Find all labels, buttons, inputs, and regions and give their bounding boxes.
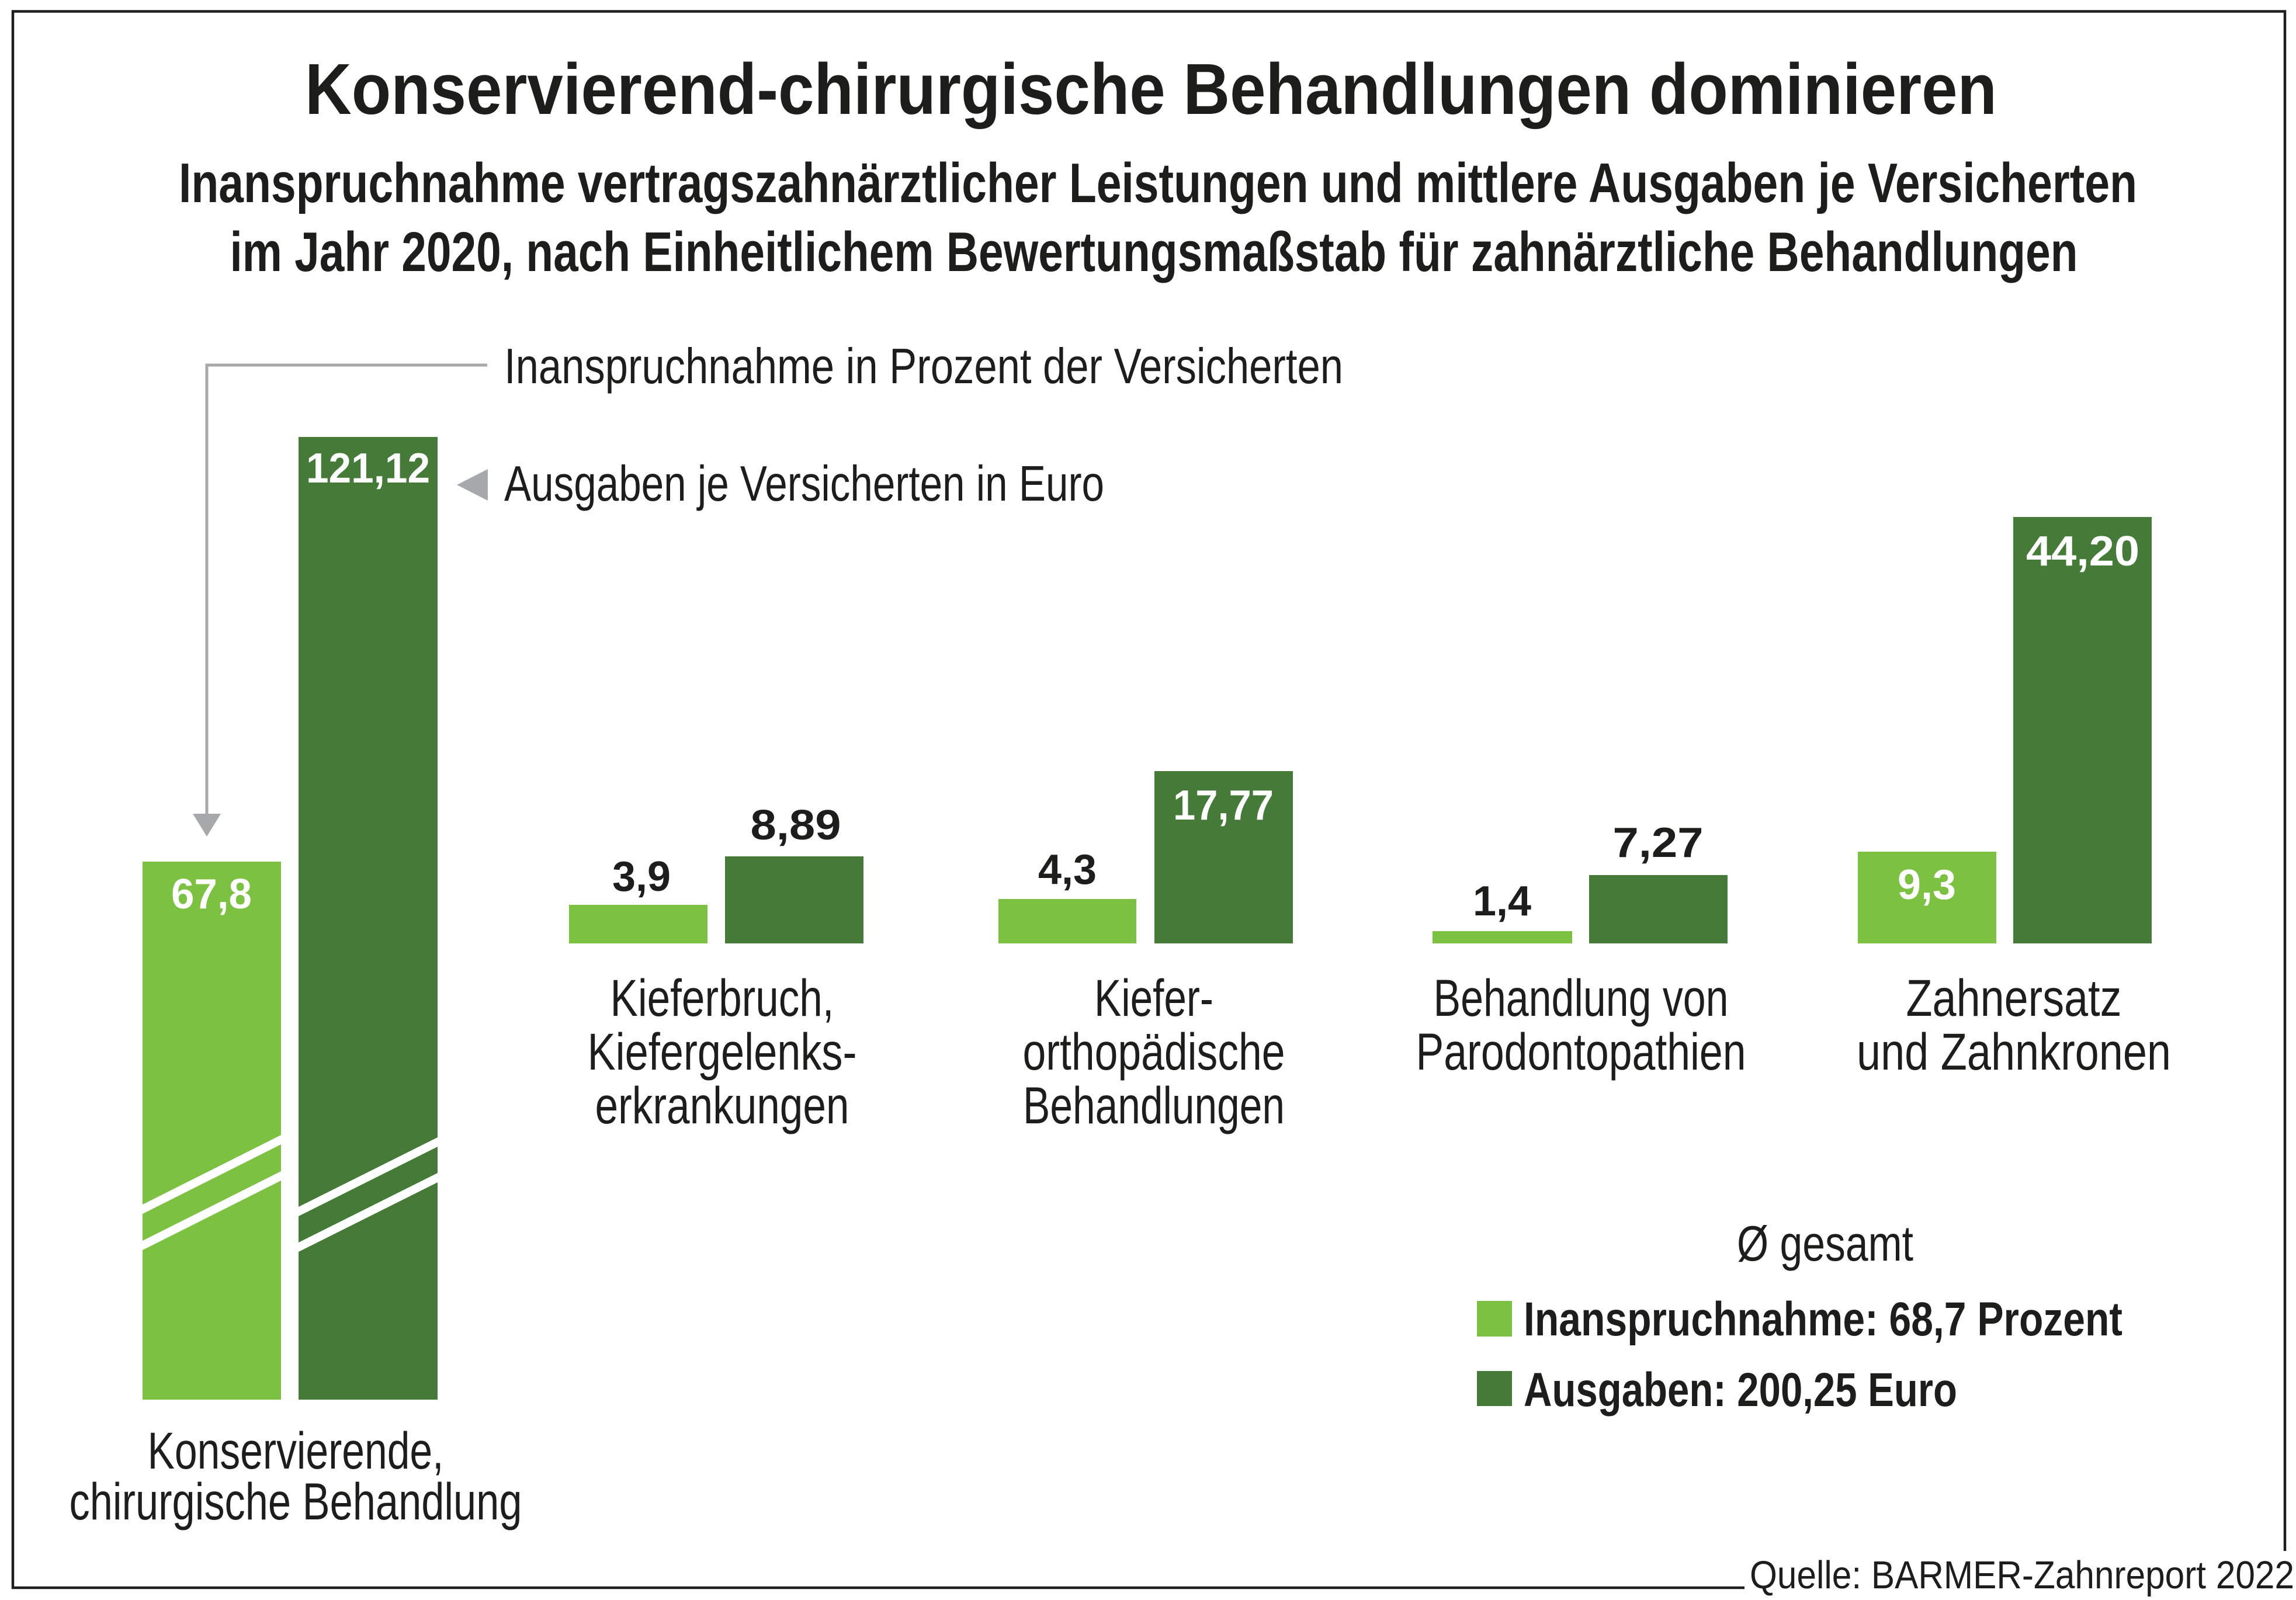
svg-text:Quelle: BARMER-Zahnreport 2022: Quelle: BARMER-Zahnreport 2022 — [1750, 1553, 2294, 1597]
svg-text:Inanspruchnahme in Prozent der: Inanspruchnahme in Prozent der Versicher… — [504, 339, 1343, 394]
svg-text:Kieferbruch,: Kieferbruch, — [611, 969, 834, 1027]
svg-text:121,12: 121,12 — [306, 445, 430, 492]
svg-text:Ø gesamt: Ø gesamt — [1737, 1216, 1913, 1272]
svg-text:17,77: 17,77 — [1173, 782, 1274, 829]
svg-text:Zahnersatz: Zahnersatz — [1906, 969, 2122, 1027]
svg-text:8,89: 8,89 — [751, 802, 841, 849]
svg-text:7,27: 7,27 — [1613, 820, 1704, 866]
svg-text:Ausgaben je Versicherten in Eu: Ausgaben je Versicherten in Euro — [504, 456, 1104, 512]
svg-text:Behandlungen: Behandlungen — [1023, 1076, 1285, 1134]
svg-text:Kiefer-: Kiefer- — [1094, 969, 1213, 1027]
svg-text:3,9: 3,9 — [612, 853, 671, 900]
svg-text:chirurgische Behandlung: chirurgische Behandlung — [70, 1472, 522, 1530]
svg-text:Konservierende,: Konservierende, — [148, 1421, 444, 1480]
svg-text:9,3: 9,3 — [1898, 862, 1956, 908]
svg-text:und Zahnkronen: und Zahnkronen — [1857, 1022, 2171, 1081]
svg-text:67,8: 67,8 — [171, 871, 252, 918]
svg-text:44,20: 44,20 — [2026, 528, 2139, 575]
svg-text:Kiefergelenks-: Kiefergelenks- — [588, 1022, 857, 1081]
svg-text:im Jahr 2020, nach Einheitlich: im Jahr 2020, nach Einheitlichem Bewertu… — [230, 221, 2078, 283]
svg-text:1,4: 1,4 — [1473, 878, 1531, 925]
svg-text:erkrankungen: erkrankungen — [595, 1076, 849, 1134]
svg-text:Behandlung von: Behandlung von — [1434, 969, 1729, 1027]
svg-text:orthopädische: orthopädische — [1023, 1022, 1285, 1081]
svg-text:Konservierend-chirurgische Beh: Konservierend-chirurgische Behandlungen … — [305, 50, 1997, 130]
svg-text:Inanspruchnahme: 68,7 Prozent: Inanspruchnahme: 68,7 Prozent — [1524, 1293, 2122, 1346]
svg-text:4,3: 4,3 — [1038, 846, 1097, 893]
svg-text:Parodontopathien: Parodontopathien — [1416, 1022, 1746, 1081]
svg-text:Ausgaben: 200,25 Euro: Ausgaben: 200,25 Euro — [1524, 1363, 1957, 1417]
svg-text:Inanspruchnahme vertragszahnär: Inanspruchnahme vertragszahnärztlicher L… — [179, 152, 2137, 214]
